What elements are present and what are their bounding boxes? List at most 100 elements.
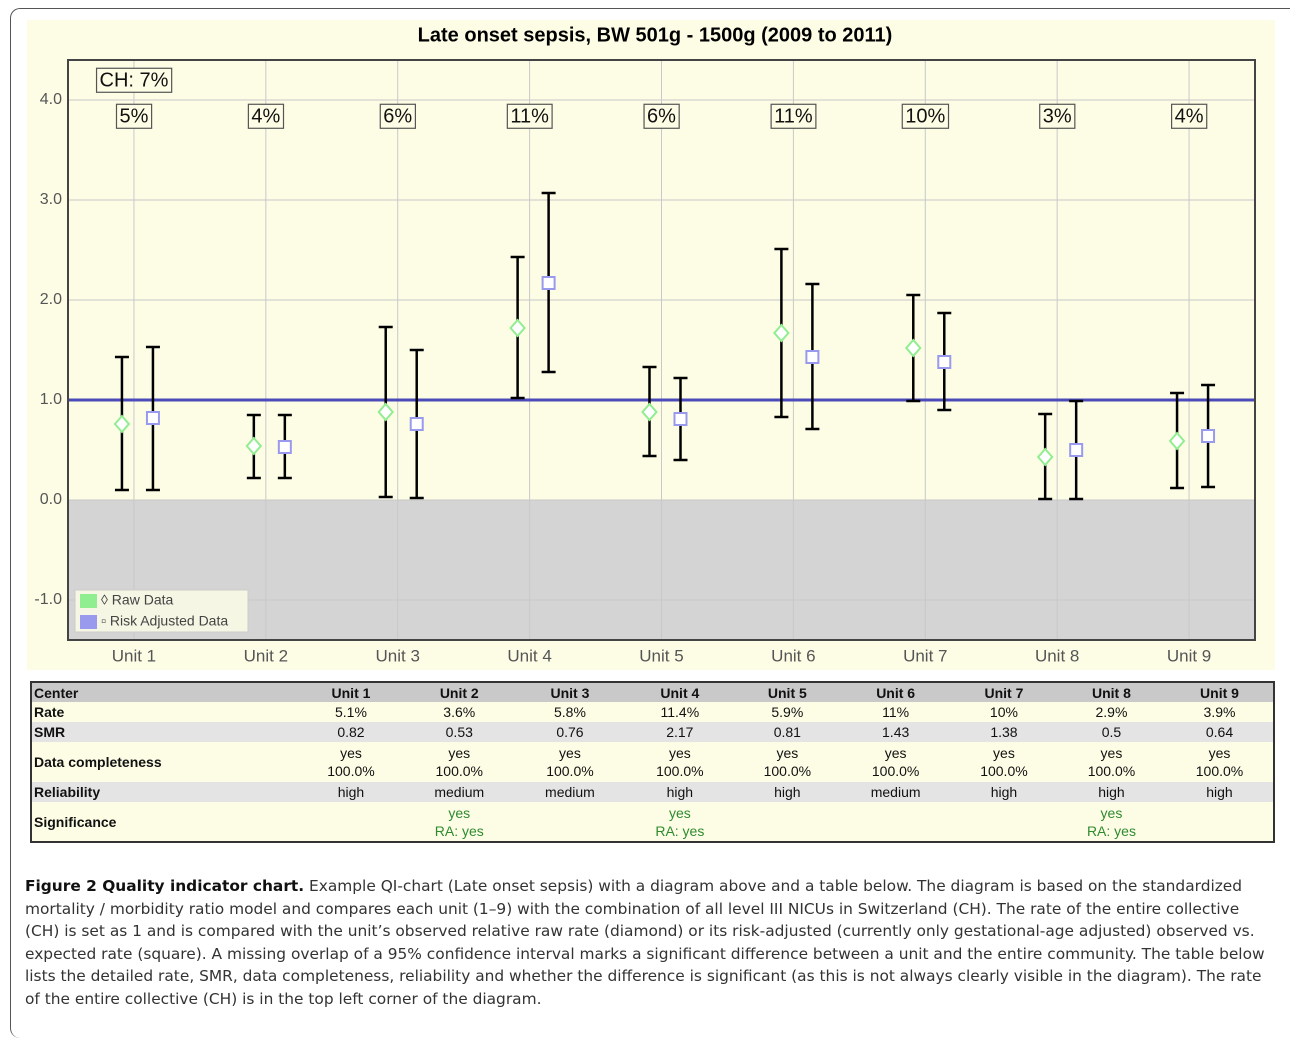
header-cell: Unit 7: [950, 682, 1057, 702]
overall-label: CH: 7%: [100, 69, 169, 91]
legend-label: ▫ Risk Adjusted Data: [101, 613, 228, 629]
table-cell: 0.81: [734, 722, 841, 742]
table-cell: yes 100.0%: [298, 742, 404, 782]
unit-rate-label-box: [115, 103, 153, 129]
unit-rate-label: 4%: [251, 105, 280, 127]
cell-line: 5.1%: [335, 704, 367, 720]
cell-line: medium: [870, 784, 921, 800]
table-cell: 11.4%: [625, 702, 735, 722]
adjusted-marker: [1201, 429, 1216, 443]
row-label: Data completeness: [31, 742, 298, 782]
unit-rate-label-box: [901, 103, 950, 129]
cell-line: yes: [776, 745, 799, 761]
adjusted-marker: [1069, 443, 1084, 457]
cell-line: RA: yes: [1086, 822, 1136, 839]
table-cell: 2.9%: [1056, 702, 1166, 722]
table-cell: medium: [840, 782, 951, 802]
cell-line: 3.9%: [1203, 704, 1236, 720]
unit-rate-label-box: [379, 103, 416, 129]
cell-line: 100.0%: [546, 763, 594, 779]
table-cell: 0.53: [403, 722, 515, 742]
unit-rate-label: 10%: [905, 105, 945, 127]
raw-marker: [509, 318, 526, 338]
cell-line: 10%: [989, 704, 1018, 720]
cell-line: 0.81: [773, 724, 801, 740]
table-cell: [950, 802, 1057, 842]
cell-line: 3.6%: [443, 704, 476, 720]
y-tick-label: 3.0: [40, 191, 62, 208]
cell-line: high: [666, 784, 694, 800]
table-cell: [1165, 802, 1274, 842]
table-cell: yes 100.0%: [840, 742, 951, 782]
adjusted-marker: [937, 355, 952, 369]
cell-line: 5.8%: [553, 704, 586, 720]
cell-line: yes: [448, 804, 471, 821]
unit-rate-label-box: [643, 103, 680, 129]
x-tick-label: Unit 4: [507, 646, 551, 665]
adjusted-marker: [409, 417, 424, 431]
table-cell: yes 100.0%: [950, 742, 1057, 782]
chart-title: Late onset sepsis, BW 501g - 1500g (2009…: [418, 24, 893, 46]
table-cell: 3.9%: [1165, 702, 1274, 722]
row-label: Significance: [31, 802, 298, 842]
cell-line: 1.38: [990, 724, 1018, 740]
table-cell: 5.1%: [298, 702, 404, 722]
table-header-row: Center Unit 1 Unit 2 Unit 3 Unit 4 Unit 5 Unit…: [31, 682, 1274, 702]
table-row: SMR 0.82 0.53 0.76 2.17 0.81 1.43 1.38 0.5 0.64: [31, 722, 1274, 742]
table-cell: yes 100.0%: [514, 742, 626, 782]
legend-label: ◊ Raw Data: [101, 592, 173, 608]
cell-line: 5.9%: [771, 704, 804, 720]
unit-rate-label-box: [506, 103, 553, 129]
table-cell: yes RA: yes: [625, 802, 735, 842]
table-cell: [298, 802, 404, 842]
cell-line: RA: yes: [434, 822, 484, 839]
table-cell: 1.38: [950, 722, 1057, 742]
adjusted-marker: [145, 411, 160, 425]
caption-label: Figure 2 Quality indicator chart.: [25, 877, 305, 895]
table-cell: yes 100.0%: [1165, 742, 1274, 782]
x-tick-label: Unit 9: [1167, 646, 1211, 665]
table-cell: yes 100.0%: [734, 742, 841, 782]
overall-label-box: [95, 67, 173, 93]
table-cell: 0.5: [1056, 722, 1166, 742]
cell-line: high: [774, 784, 801, 800]
adjusted-marker: [805, 350, 820, 364]
cell-line: 100.0%: [871, 763, 920, 779]
cell-line: high: [337, 784, 365, 800]
table-cell: high: [298, 782, 404, 802]
header-cell: Unit 2: [403, 682, 515, 702]
table-row: Data completeness yes 100.0% yes 100.0% yes 10…: [31, 742, 1274, 782]
header-cell: Unit 4: [625, 682, 735, 702]
table-cell: 0.76: [514, 722, 626, 742]
table-cell: yes 100.0%: [403, 742, 515, 782]
raw-marker: [904, 338, 922, 358]
unit-rate-label: 5%: [119, 105, 148, 127]
unit-rate-label: 3%: [1043, 105, 1072, 127]
raw-marker: [1036, 447, 1054, 467]
table-cell: yes RA: yes: [403, 802, 515, 842]
cell-line: 100.0%: [435, 763, 483, 779]
cell-line: high: [990, 784, 1018, 800]
figure-frame: [10, 8, 1290, 1038]
table-cell: 1.43: [840, 722, 951, 742]
y-tick-label: 1.0: [40, 391, 62, 408]
cell-line: 0.82: [337, 724, 365, 740]
cell-line: high: [1098, 784, 1125, 800]
unit-rate-label-box: [1171, 103, 1208, 129]
cell-line: 100.0%: [1087, 763, 1136, 779]
table-cell: [734, 802, 841, 842]
table-cell: [840, 802, 951, 842]
table-cell: 11%: [840, 702, 951, 722]
table-cell: high: [950, 782, 1057, 802]
cell-line: 0.76: [556, 724, 584, 740]
table-cell: medium: [514, 782, 626, 802]
figure-caption: Figure 2 Quality indicator chart. Exampl…: [25, 875, 1275, 1010]
cell-line: yes: [668, 804, 691, 821]
header-cell: Unit 8: [1056, 682, 1166, 702]
table-cell: 10%: [950, 702, 1057, 722]
cell-line: RA: yes: [655, 822, 705, 839]
unit-rate-label-box: [247, 103, 285, 129]
cell-line: yes: [1208, 745, 1231, 761]
header-cell: Unit 3: [514, 682, 626, 702]
